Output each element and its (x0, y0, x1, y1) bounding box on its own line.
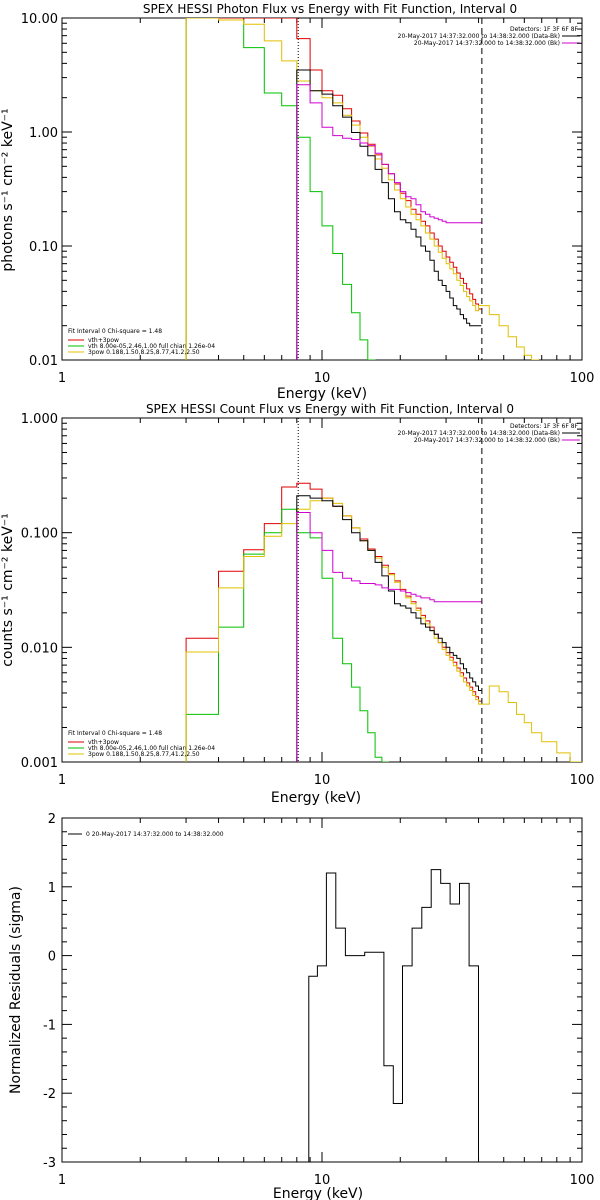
resid-ytick-label: 0 (48, 950, 56, 965)
count-legend-databk: 20-May-2017 14:37:32.000 to 14:38:32.000… (398, 430, 560, 437)
resid-legend-text: 0 20-May-2017 14:37:32.000 to 14:38:32.0… (86, 831, 224, 838)
photon-series-3pow (185, 18, 539, 360)
resid-legend: 0 20-May-2017 14:37:32.000 to 14:38:32.0… (68, 831, 224, 838)
count-legend-right: Detectors: 1F 3F 6F 8F 20-May-2017 14:37… (398, 423, 580, 444)
resid-plot: 1 10 100 -3 -2 -1 0 1 2 (43, 812, 594, 1188)
resid-xtick-label: 10 (314, 1173, 331, 1188)
count-plot: 1 10 100 0.001 0.010 0.100 1.000 (21, 412, 595, 788)
resid-axes-frame (61, 817, 583, 1163)
photon-xtick-label: 10 (314, 371, 331, 386)
count-ytick-label: 0.100 (21, 527, 58, 542)
count-legend-total: vth+3pow (88, 739, 119, 746)
resid-ytick-label: 2 (48, 812, 56, 827)
count-legend-bk: 20-May-2017 14:37:32.000 to 14:38:32.000… (414, 437, 560, 444)
resid-ylabel: Normalized Residuals (sigma) (8, 886, 24, 1094)
resid-series-0-20-may-2017-14-37- (298, 869, 486, 1162)
resid-xlabel: Energy (keV) (273, 1186, 363, 1200)
photon-series-vth (185, 18, 376, 360)
photon-series-data-bk (296, 69, 482, 360)
photon-legend-left: Fit Interval 0 Chi-square = 1.48 vth+3po… (68, 328, 215, 356)
photon-legend-total: vth+3pow (88, 337, 119, 344)
photon-title: SPEX HESSI Photon Flux vs Energy with Fi… (143, 2, 517, 16)
photon-ytick-label: 0.01 (29, 354, 58, 369)
photon-ytick-label: 0.10 (29, 240, 58, 255)
photon-ytick-label: 10.00 (21, 12, 58, 27)
photon-legend-detectors: Detectors: 1F 3F 6F 8F (510, 26, 579, 33)
photon-legend-databk: 20-May-2017 14:37:32.000 to 14:38:32.000… (398, 33, 560, 40)
count-ytick-label: 0.010 (21, 641, 58, 656)
count-legend-pow: 3pow 0.188,1.50,8.25,8.77,41.2,2.50 (88, 751, 200, 758)
photon-xtick-label: 1 (58, 371, 66, 386)
resid-ytick-label: 1 (48, 881, 56, 896)
photon-legend-pow: 3pow 0.188,1.50,8.25,8.77,41.2,2.50 (88, 349, 200, 356)
photon-xlabel: Energy (keV) (277, 386, 367, 402)
resid-xtick-label: 100 (570, 1173, 595, 1188)
photon-axes-frame (61, 17, 583, 361)
photon-xtick-label: 100 (570, 371, 595, 386)
photon-series-bk (296, 84, 482, 360)
photon-legend-right: Detectors: 1F 3F 6F 8F 20-May-2017 14:37… (398, 26, 580, 47)
resid-ytick-label: -3 (43, 1156, 56, 1171)
resid-xtick-label: 1 (58, 1173, 66, 1188)
photon-legend-bk: 20-May-2017 14:37:32.000 to 14:38:32.000… (414, 40, 560, 47)
count-xtick-label: 100 (570, 773, 595, 788)
count-ylabel: counts s⁻¹ cm⁻² keV⁻¹ (0, 513, 16, 667)
count-series-3pow (185, 497, 582, 762)
photon-plot: 1 10 100 0.01 0.10 1.00 10.00 (21, 12, 595, 386)
count-xlabel: Energy (keV) (271, 790, 361, 806)
resid-ytick-label: -2 (43, 1087, 56, 1102)
count-title: SPEX HESSI Count Flux vs Energy with Fit… (146, 402, 514, 416)
count-axes-frame (61, 417, 583, 763)
resid-ytick-label: -1 (43, 1018, 56, 1033)
count-legend-left: Fit Interval 0 Chi-square = 1.48 vth+3po… (68, 730, 215, 758)
count-xtick-label: 10 (314, 773, 331, 788)
count-series-vth-3pow (185, 482, 482, 762)
count-xtick-label: 1 (58, 773, 66, 788)
count-series-bk (296, 512, 482, 762)
count-series-vth (185, 508, 389, 762)
photon-ylabel: photons s⁻¹ cm⁻² keV⁻¹ (0, 108, 16, 271)
count-ytick-label: 0.001 (21, 756, 58, 771)
count-legend-fit: Fit Interval 0 Chi-square = 1.48 (68, 730, 162, 737)
count-series-data-bk (296, 495, 482, 762)
photon-legend-vth: vth 8.00e-05,2.46,1.00 full chian 1.26e-… (88, 343, 215, 350)
count-ytick-label: 1.000 (21, 412, 58, 427)
photon-ytick-label: 1.00 (29, 126, 58, 141)
photon-series-vth-3pow (185, 18, 482, 360)
count-legend-vth: vth 8.00e-05,2.46,1.00 full chian 1.26e-… (88, 745, 215, 752)
count-legend-detectors: Detectors: 1F 3F 6F 8F (510, 423, 579, 430)
photon-legend-fit: Fit Interval 0 Chi-square = 1.48 (68, 328, 162, 335)
